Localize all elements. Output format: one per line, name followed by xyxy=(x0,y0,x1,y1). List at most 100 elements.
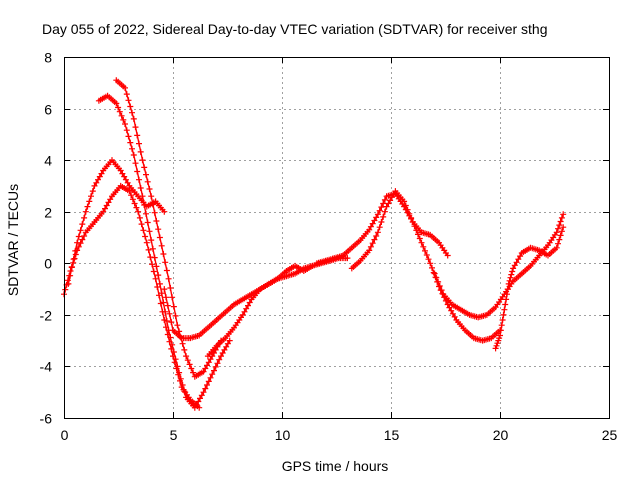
plus-marker xyxy=(174,322,181,329)
y-axis-label: SDTVAR / TECUs xyxy=(5,184,21,296)
plus-marker xyxy=(376,224,383,231)
plus-marker xyxy=(145,246,152,253)
series-track-8 xyxy=(348,188,503,344)
plus-marker xyxy=(436,283,443,289)
plus-marker xyxy=(146,186,153,192)
plus-marker xyxy=(401,198,408,205)
plus-marker xyxy=(156,234,163,241)
plus-marker xyxy=(151,254,158,261)
plus-marker xyxy=(207,374,214,381)
plus-marker xyxy=(169,341,176,348)
plus-marker xyxy=(406,210,413,217)
y-tick-label: -6 xyxy=(40,411,53,427)
plus-marker xyxy=(72,247,79,254)
series-track-10 xyxy=(492,224,567,352)
plus-marker xyxy=(184,357,191,364)
series-line xyxy=(316,192,449,264)
plus-marker xyxy=(167,285,174,291)
plus-marker xyxy=(131,200,138,207)
plus-marker xyxy=(503,296,510,303)
plus-marker xyxy=(162,259,169,266)
plus-marker xyxy=(430,269,437,276)
plus-marker xyxy=(367,223,374,230)
plus-marker xyxy=(105,199,112,206)
plus-marker xyxy=(130,152,137,158)
plus-marker xyxy=(143,210,149,217)
plus-marker xyxy=(190,369,197,376)
plus-marker xyxy=(65,280,72,287)
plus-marker xyxy=(499,317,506,323)
plus-marker xyxy=(142,233,149,240)
plus-marker xyxy=(136,140,142,147)
plus-marker xyxy=(146,228,153,235)
plus-marker xyxy=(118,112,125,119)
plus-marker xyxy=(433,274,440,281)
plus-marker xyxy=(435,278,442,285)
plus-marker xyxy=(371,236,378,243)
plus-marker xyxy=(219,350,226,356)
series-line xyxy=(98,94,231,409)
plus-marker xyxy=(62,286,69,293)
plus-marker xyxy=(427,260,434,267)
plus-marker xyxy=(126,188,133,195)
plus-marker xyxy=(149,245,156,252)
plus-marker xyxy=(373,214,380,221)
plus-marker xyxy=(68,264,75,271)
plus-marker xyxy=(448,307,455,314)
plus-marker xyxy=(498,322,505,329)
plus-marker xyxy=(144,219,151,226)
plus-marker xyxy=(207,356,214,363)
plus-marker xyxy=(216,356,223,363)
plus-marker xyxy=(504,291,510,298)
tick-labels: 0 5 10 15 20 25 -6 -4 -2 0 2 4 6 8 xyxy=(40,50,618,444)
plus-marker xyxy=(137,185,144,191)
plus-marker xyxy=(504,286,511,293)
plus-marker xyxy=(125,133,132,140)
plus-marker xyxy=(501,306,508,313)
plus-marker xyxy=(376,207,383,214)
plus-marker xyxy=(81,233,88,239)
series-track-6 xyxy=(65,157,168,287)
plus-marker xyxy=(132,160,139,167)
plus-marker xyxy=(136,214,143,221)
plus-marker xyxy=(218,353,224,360)
plus-marker xyxy=(553,244,560,251)
plus-marker xyxy=(158,290,165,297)
plus-marker xyxy=(369,220,376,227)
plus-marker xyxy=(367,243,374,250)
plus-marker xyxy=(381,196,388,203)
plus-marker xyxy=(150,268,157,275)
plus-marker xyxy=(344,255,351,262)
plus-marker xyxy=(122,84,128,91)
plus-marker xyxy=(138,221,145,228)
plus-marker xyxy=(181,346,188,353)
plus-marker xyxy=(143,239,150,246)
plus-marker xyxy=(497,332,503,339)
plus-marker xyxy=(163,267,170,274)
y-tick-label: 4 xyxy=(44,153,52,169)
plus-marker xyxy=(212,363,219,370)
plus-marker xyxy=(221,346,228,353)
plus-marker xyxy=(181,388,188,395)
plus-marker xyxy=(84,203,91,210)
plus-marker xyxy=(211,367,217,374)
plus-marker xyxy=(100,208,107,215)
plus-marker xyxy=(153,218,160,224)
plus-marker xyxy=(385,200,392,207)
plus-marker xyxy=(366,247,373,254)
plus-marker xyxy=(127,139,134,146)
plus-marker xyxy=(383,203,390,210)
plus-marker xyxy=(130,115,137,122)
plus-marker xyxy=(411,223,418,230)
plot-frame xyxy=(64,57,610,419)
plus-marker xyxy=(129,196,136,203)
plus-marker xyxy=(176,369,183,376)
plus-marker xyxy=(202,385,209,392)
plus-marker xyxy=(374,211,381,218)
plus-marker xyxy=(223,343,230,350)
plus-marker xyxy=(449,310,456,317)
plus-marker xyxy=(123,91,130,98)
plus-marker xyxy=(179,382,186,388)
plus-marker xyxy=(226,337,233,344)
plus-marker xyxy=(444,252,451,259)
